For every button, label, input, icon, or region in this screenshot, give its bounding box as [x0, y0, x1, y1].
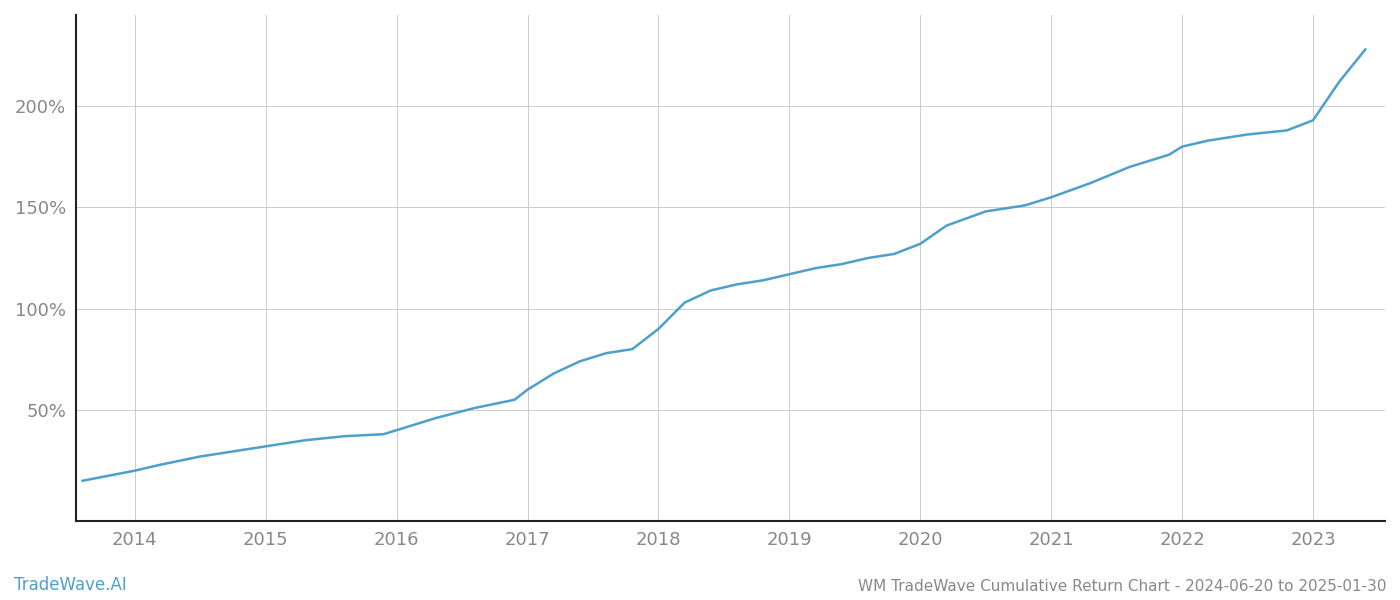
Text: WM TradeWave Cumulative Return Chart - 2024-06-20 to 2025-01-30: WM TradeWave Cumulative Return Chart - 2… [857, 579, 1386, 594]
Text: TradeWave.AI: TradeWave.AI [14, 576, 127, 594]
